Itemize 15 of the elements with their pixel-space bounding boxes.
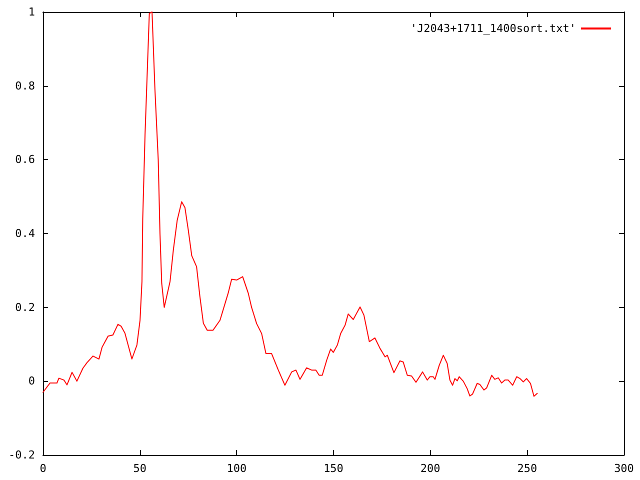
y-tick-label: 0.6 — [15, 153, 35, 166]
y-tick-label: -0.2 — [8, 448, 35, 462]
x-tick-label: 250 — [517, 462, 538, 475]
y-tick-label: 0.2 — [15, 300, 35, 314]
x-tick-label: 150 — [324, 462, 344, 475]
x-tick-label: 300 — [614, 462, 634, 475]
x-tick-label: 100 — [226, 462, 247, 475]
y-tick-label: 1 — [28, 6, 35, 18]
x-tick-label: 0 — [40, 462, 46, 475]
x-tick-label: 200 — [420, 462, 440, 475]
x-tick-label: 50 — [133, 462, 146, 475]
y-tick-label: 0.4 — [15, 227, 36, 240]
legend-label: 'J2043+1711_1400sort.txt' — [410, 22, 576, 35]
y-tick-label: 0 — [28, 374, 35, 388]
y-tick-label: 0.8 — [15, 79, 35, 92]
